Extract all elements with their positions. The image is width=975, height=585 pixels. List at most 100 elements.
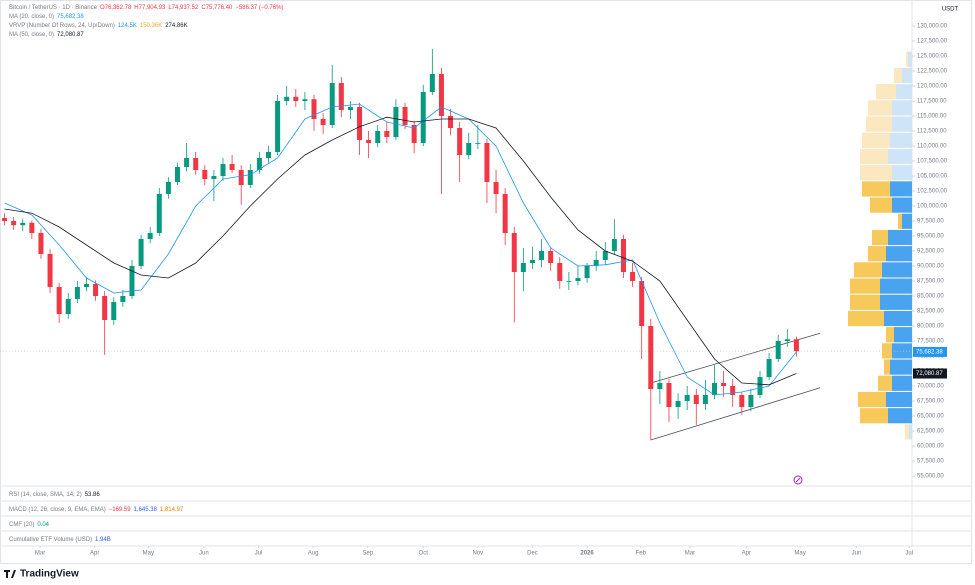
candle-body [220, 164, 226, 176]
candle-body [165, 182, 171, 194]
candle-body [711, 383, 717, 395]
vp-down [886, 327, 894, 343]
x-tick-label: Apr [90, 551, 99, 557]
legend-line: MA (20, close, 0) 75,682.38 [9, 14, 84, 20]
vp-up [886, 246, 912, 262]
legend-line: RSI (14, close, SMA, 14, 2) 53.86 [9, 492, 100, 498]
x-tick-label: Jun [199, 551, 209, 557]
candle-body [566, 281, 572, 282]
vp-up [880, 294, 912, 310]
legend-text: O76,362.78 [100, 5, 132, 11]
vp-up [902, 67, 912, 84]
price-tag-label: 75,682.38 [916, 349, 943, 355]
candle-body [338, 83, 344, 110]
legend-text: 53.86 [85, 492, 101, 498]
legend-text: RSI (14, close, SMA, 14, 2) [9, 492, 82, 498]
vp-down [862, 132, 890, 148]
vp-down [850, 294, 880, 310]
candle-body [83, 284, 89, 287]
vp-down [905, 424, 909, 440]
candle-body [329, 83, 335, 125]
legend-text: 1,814.97 [160, 507, 184, 513]
legend-text: 0.04 [37, 522, 49, 528]
legend-text: −169.59 [109, 507, 132, 513]
vp-up [884, 310, 912, 327]
vp-down [870, 197, 892, 213]
candle-body [384, 131, 390, 137]
legend-line: CMF (20) 0.04 [9, 522, 50, 528]
candle-body [393, 107, 399, 137]
legend-text: Bitcoin / TetherUS · 1D · Binance [9, 5, 98, 11]
candle-body [793, 339, 799, 352]
price-tag-label: 72,080.87 [916, 371, 943, 377]
candle-body [766, 359, 772, 377]
y-tick-label: 112,500.00 [917, 129, 947, 135]
y-tick-label: 55,000.00 [917, 474, 944, 480]
x-tick-label: Jun [852, 551, 862, 557]
candle-body [448, 116, 454, 128]
candle-body [65, 299, 71, 314]
candle-body [620, 239, 626, 272]
candle-body [584, 266, 590, 278]
candle-body [730, 386, 736, 395]
y-tick-label: 57,500.00 [917, 459, 944, 465]
candle-body [438, 74, 444, 116]
y-tick-label: 62,500.00 [917, 429, 944, 435]
candle-body [548, 251, 554, 263]
candle-body [357, 107, 363, 140]
vp-up [894, 327, 912, 343]
candle-body [56, 287, 62, 314]
price-tag [913, 368, 947, 379]
logo [4, 570, 16, 578]
ma-line [4, 116, 797, 386]
candle-body [748, 395, 754, 407]
legend-line: Cumulative ETF Volume (USD) 1.94B [9, 537, 111, 543]
vp-down [860, 148, 888, 165]
vp-up [892, 375, 912, 391]
alert-icon[interactable] [793, 475, 803, 485]
vp-up [882, 262, 912, 278]
x-tick-label: Feb [636, 551, 647, 557]
candle-body [347, 107, 353, 110]
candle-body [202, 170, 208, 179]
candle-body [557, 263, 563, 281]
volume-profile [848, 51, 912, 440]
candle-body [420, 92, 426, 143]
candle-body [539, 251, 545, 260]
y-tick-label: 95,000.00 [917, 234, 944, 240]
x-tick-label: Oct [419, 551, 429, 557]
y-tick-label: 102,500.00 [917, 189, 948, 195]
vp-down [868, 246, 886, 262]
y-tick-label: 65,000.00 [917, 414, 944, 420]
vp-down [882, 343, 892, 359]
legend-text: 72,080.87 [57, 32, 84, 38]
vp-down [906, 51, 908, 67]
x-tick-label: Mar [35, 551, 45, 557]
y-tick-label: 105,000.00 [917, 174, 948, 180]
candle-body [502, 194, 508, 233]
candle-body [684, 395, 690, 401]
candle-body [93, 284, 99, 296]
legend-text: MA (20, close, 0) [9, 14, 54, 20]
vp-down [898, 213, 902, 229]
candle-body [375, 131, 381, 143]
vp-up [896, 84, 912, 100]
vp-up [888, 229, 912, 246]
vp-up [890, 181, 912, 197]
vp-up [892, 100, 912, 116]
candle-body [693, 395, 699, 404]
vp-down [848, 310, 884, 327]
vp-down [850, 278, 880, 294]
y-tick-label: 90,000.00 [917, 264, 944, 270]
candle-body [611, 239, 617, 251]
legend-text: 150.36K [140, 23, 162, 29]
candle-body [402, 107, 408, 125]
candle-body [238, 170, 244, 185]
vp-up [892, 165, 912, 181]
legend-text: 1.94B [95, 537, 111, 543]
candle-body [138, 239, 144, 266]
x-tick-label: Apr [742, 551, 751, 557]
candle-body [429, 74, 435, 92]
candle-body [211, 176, 217, 179]
y-tick-label: 87,500.00 [917, 279, 944, 285]
